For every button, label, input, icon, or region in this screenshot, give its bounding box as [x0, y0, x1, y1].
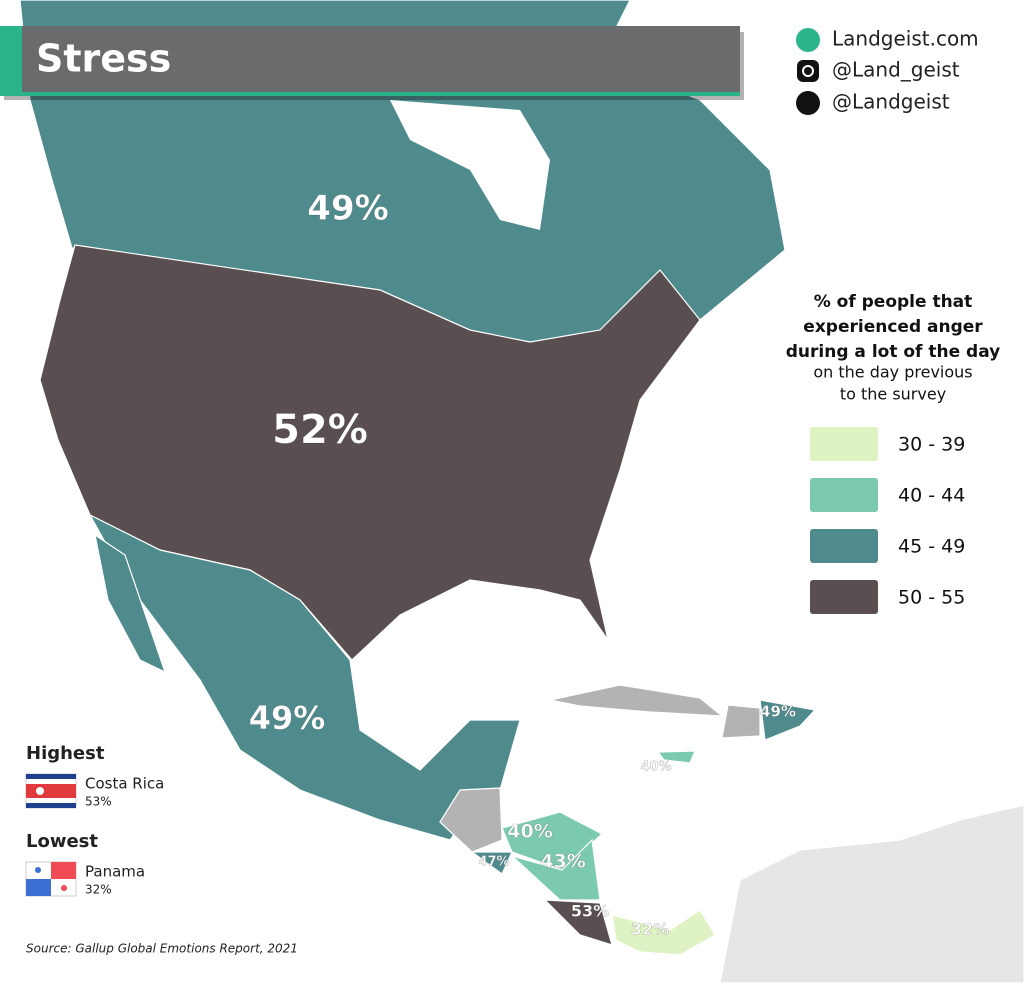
dominican-republic: [759, 699, 817, 741]
region-label: 49%: [307, 189, 388, 229]
lowest-country: Panama: [85, 863, 145, 881]
highest-value: 53%: [85, 795, 112, 809]
region-label: 40%: [640, 760, 671, 775]
banner-underline: [0, 92, 740, 96]
legend-label: 50 - 55: [898, 587, 965, 609]
costa-rica: [543, 899, 613, 946]
baja: [94, 533, 167, 674]
legend-title: during a lot of the day: [786, 342, 1000, 362]
highest-country: Costa Rica: [85, 775, 164, 793]
legend-label: 45 - 49: [898, 536, 965, 558]
region-label: 52%: [272, 407, 368, 453]
region-label: 49%: [249, 699, 326, 737]
title-banner: Stress: [0, 26, 744, 100]
region-label: 53%: [571, 902, 609, 921]
banner: [0, 26, 740, 94]
credit: @Land_geist: [832, 58, 960, 82]
legend: % of people that experienced anger durin…: [786, 292, 1000, 614]
region-label: 49%: [760, 703, 796, 721]
legend-swatch: [810, 427, 878, 461]
legend-swatch: [810, 529, 878, 563]
legend-swatch: [810, 580, 878, 614]
guatemala: [439, 787, 503, 853]
banner-accent: [0, 26, 22, 94]
twitter-icon: [796, 91, 820, 115]
region-label: 32%: [631, 920, 669, 939]
jamaica: [656, 750, 696, 764]
usa: [39, 244, 701, 661]
lowest-value: 32%: [85, 883, 112, 897]
source: Source: Gallup Global Emotions Report, 2…: [26, 942, 298, 956]
globe-icon: [796, 28, 820, 52]
legend-subtitle: to the survey: [840, 385, 946, 404]
instagram-icon-lens: [802, 65, 814, 77]
credits: Landgeist.com @Land_geist @Landgeist: [796, 27, 979, 115]
highest-heading: Highest: [26, 743, 105, 764]
panama-flag: [25, 861, 77, 897]
costa-rica-flag: [25, 773, 77, 809]
hudson-bay: [390, 100, 550, 230]
highest-box: Highest Costa Rica 53% Lowest Panama 32%: [25, 743, 164, 897]
region-labels: 49% 52% 49% 49% 40% 40% 43% 47% 53% 32%: [248, 188, 796, 939]
el-salvador: [470, 851, 513, 875]
credit: Landgeist.com: [832, 27, 979, 51]
cuba: [549, 684, 724, 717]
legend-swatch: [810, 478, 878, 512]
south-america: [719, 804, 1024, 983]
region-label: 40%: [507, 821, 552, 843]
region-label: 47%: [478, 855, 509, 870]
title: Stress: [36, 37, 171, 81]
legend-title: experienced anger: [803, 317, 983, 337]
lowest-heading: Lowest: [26, 831, 98, 852]
panama: [611, 909, 716, 956]
haiti: [721, 704, 761, 739]
legend-title: % of people that: [814, 292, 973, 312]
instagram-icon: [797, 60, 819, 82]
nicaragua: [511, 838, 601, 901]
legend-label: 30 - 39: [898, 434, 965, 456]
legend-label: 40 - 44: [898, 485, 965, 507]
credit: @Landgeist: [832, 90, 950, 114]
legend-subtitle: on the day previous: [813, 363, 972, 382]
region-label: 43%: [540, 851, 585, 873]
